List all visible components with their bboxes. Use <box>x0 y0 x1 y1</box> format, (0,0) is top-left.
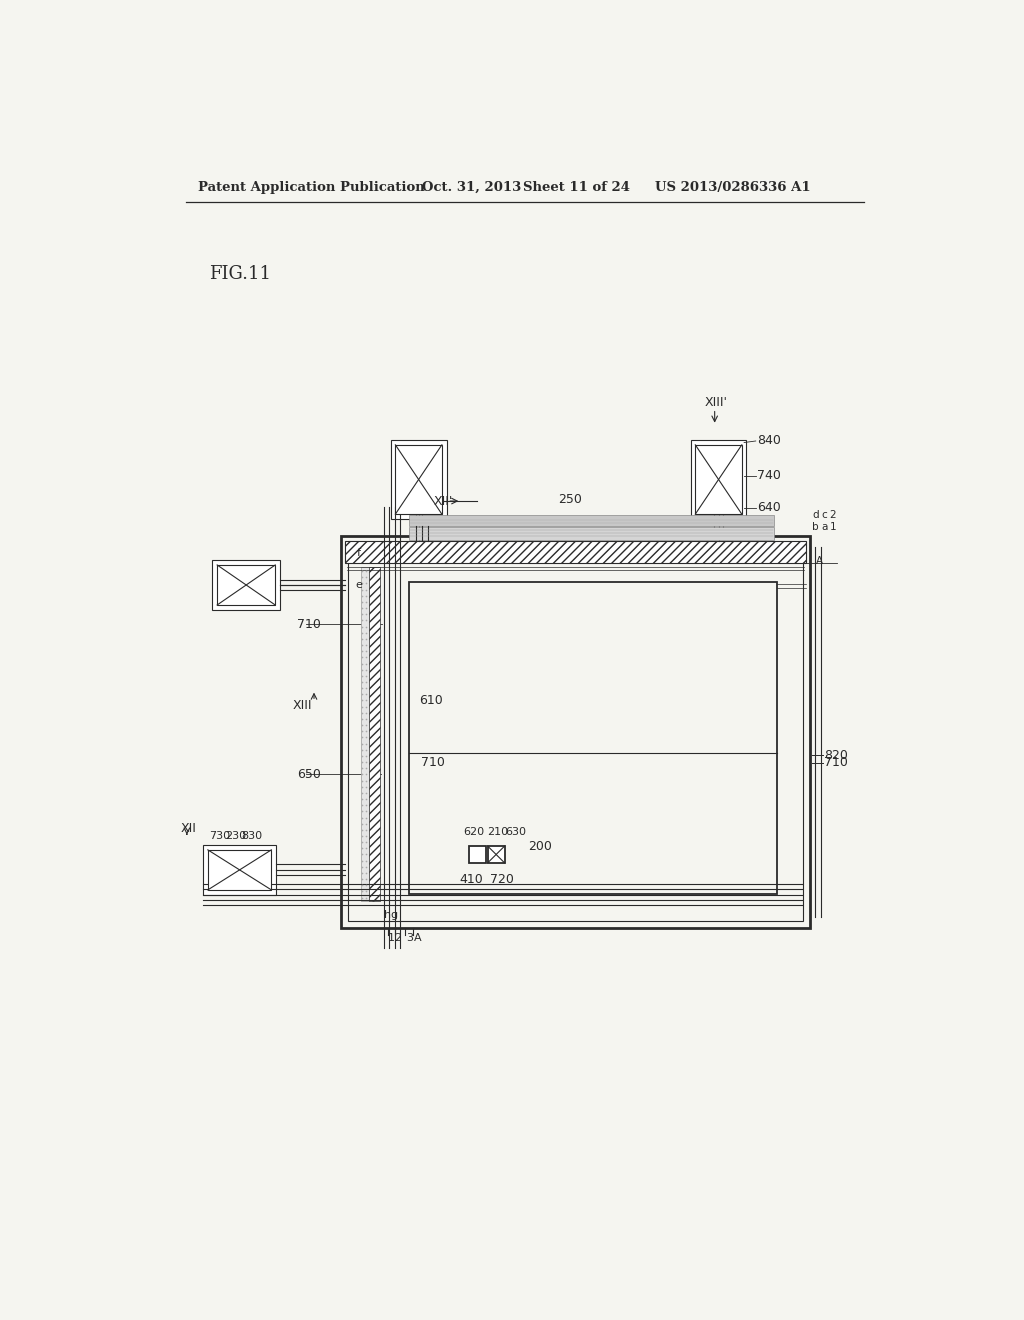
Text: Sheet 11 of 24: Sheet 11 of 24 <box>523 181 630 194</box>
Text: c: c <box>821 510 827 520</box>
Text: 710: 710 <box>297 618 321 631</box>
Text: FIG.11: FIG.11 <box>209 265 271 282</box>
Text: Oct. 31, 2013: Oct. 31, 2013 <box>423 181 522 194</box>
Text: 710: 710 <box>824 756 848 770</box>
Bar <box>348 543 803 921</box>
Text: 720: 720 <box>489 874 514 887</box>
Bar <box>360 566 370 902</box>
Bar <box>203 845 276 895</box>
Text: 710: 710 <box>421 756 444 770</box>
Bar <box>410 515 773 525</box>
Bar <box>212 561 280 610</box>
Bar <box>410 527 773 540</box>
Bar <box>395 445 442 515</box>
Text: 620: 620 <box>463 828 484 837</box>
Text: b: b <box>812 523 819 532</box>
Bar <box>370 566 380 902</box>
Bar <box>695 445 741 515</box>
Text: Patent Application Publication: Patent Application Publication <box>198 181 425 194</box>
Text: 410: 410 <box>460 874 483 887</box>
Bar <box>391 441 446 519</box>
Text: 630: 630 <box>506 828 526 837</box>
Text: 250: 250 <box>558 492 582 506</box>
Text: 740: 740 <box>758 469 781 482</box>
Text: 2: 2 <box>394 933 401 942</box>
Text: A: A <box>414 933 422 942</box>
Bar <box>469 846 486 863</box>
Bar <box>345 541 806 562</box>
Text: 1: 1 <box>829 523 836 532</box>
Text: 210: 210 <box>486 828 508 837</box>
Bar <box>690 441 746 519</box>
Text: 730: 730 <box>209 832 229 841</box>
Text: 230: 230 <box>225 832 246 841</box>
Text: 3: 3 <box>407 933 414 942</box>
Text: h: h <box>384 909 391 920</box>
Text: 610: 610 <box>419 694 442 708</box>
Text: g: g <box>391 909 398 920</box>
Text: 650: 650 <box>297 768 321 781</box>
Text: XIII': XIII' <box>705 396 728 409</box>
Bar <box>208 850 271 890</box>
Text: 1: 1 <box>388 933 394 942</box>
Bar <box>341 536 810 928</box>
Bar <box>217 565 275 605</box>
Text: 830: 830 <box>241 832 262 841</box>
Text: XII': XII' <box>434 495 454 508</box>
Text: f: f <box>356 548 360 557</box>
Text: d: d <box>812 510 819 520</box>
Text: 820: 820 <box>824 748 848 762</box>
Text: a: a <box>821 523 828 532</box>
Text: 640: 640 <box>758 502 781 515</box>
Text: A: A <box>816 556 823 566</box>
Text: 2: 2 <box>829 510 836 520</box>
Text: 840: 840 <box>758 434 781 447</box>
Text: XII: XII <box>180 822 197 834</box>
Bar <box>410 582 777 894</box>
Text: US 2013/0286336 A1: US 2013/0286336 A1 <box>655 181 811 194</box>
Text: e: e <box>355 579 361 590</box>
Text: XIII: XIII <box>292 698 311 711</box>
Bar <box>487 846 505 863</box>
Text: 200: 200 <box>528 841 552 853</box>
